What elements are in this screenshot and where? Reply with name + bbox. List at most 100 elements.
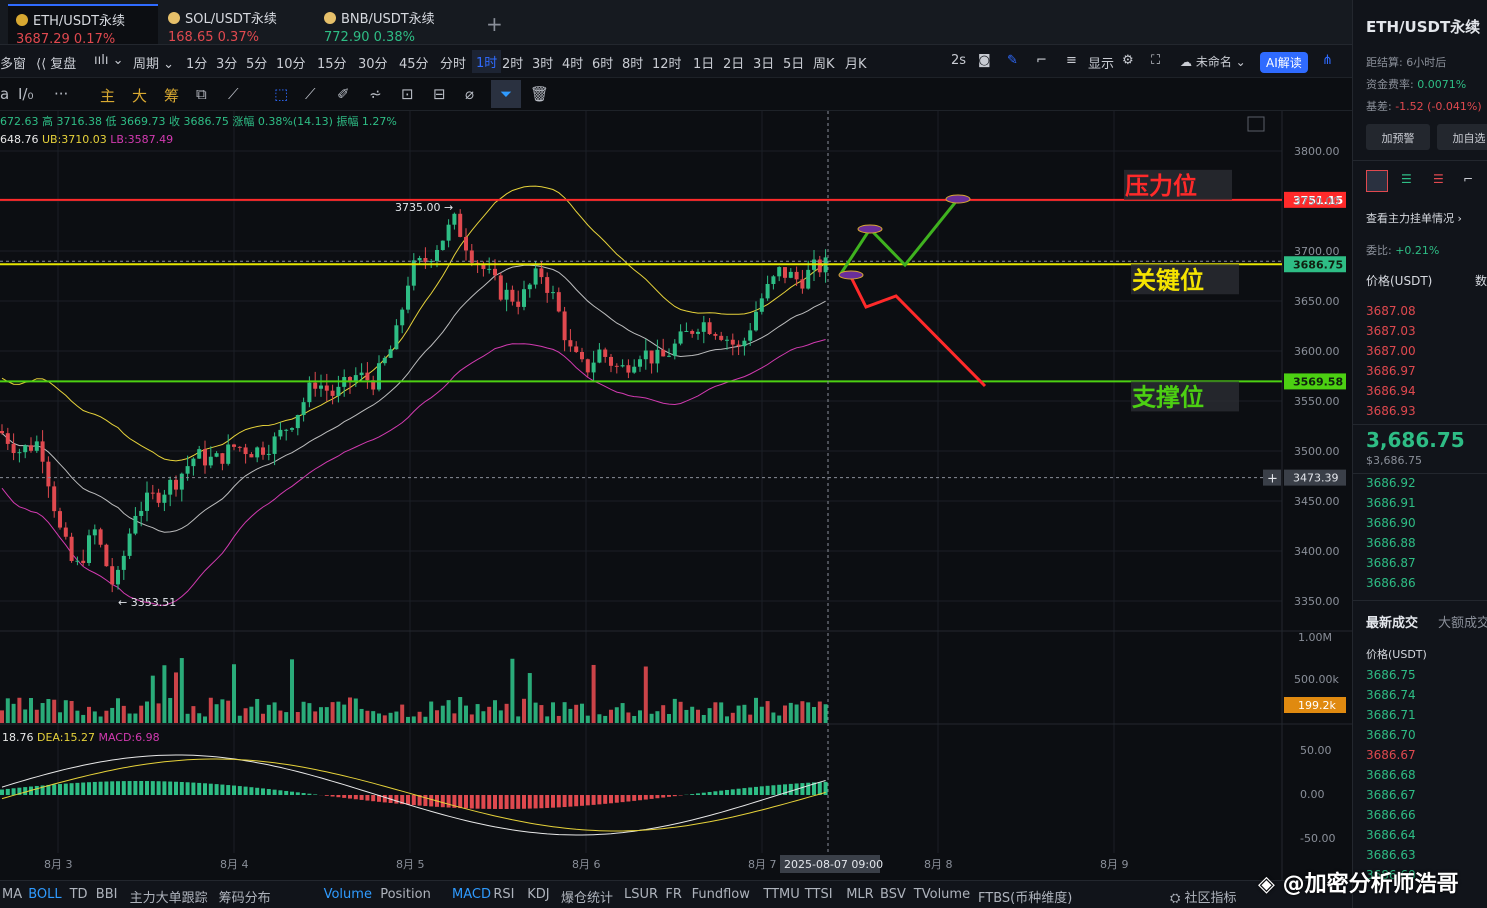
indicator-BOLL[interactable]: BOLL	[28, 887, 62, 902]
more-icon[interactable]: ···	[54, 85, 69, 103]
ai-explain-button[interactable]: AI解读	[1260, 52, 1308, 73]
interval-1日[interactable]: 1日	[693, 57, 715, 72]
interval-10分[interactable]: 10分	[276, 57, 306, 72]
add-watchlist-button[interactable]: 加自选	[1437, 124, 1487, 150]
trade-row[interactable]: 3686.74	[1366, 688, 1416, 702]
bid-row[interactable]: 3686.90	[1366, 516, 1416, 530]
chips-button[interactable]: 筹	[164, 87, 180, 105]
crop-icon[interactable]: ⌐	[1036, 53, 1047, 68]
price-chart[interactable]: 压力位 3751.15 关键位 3686.75 支撑位 3569.58 199.2k 1.0…	[0, 111, 1352, 880]
text-tool-icon[interactable]: a	[0, 85, 10, 103]
interval-15分[interactable]: 15分	[317, 57, 347, 72]
refresh-rate[interactable]: 2s	[951, 53, 967, 68]
trade-row[interactable]: 3686.71	[1366, 708, 1416, 722]
bid-row[interactable]: 3686.86	[1366, 576, 1416, 590]
indicator-LSUR[interactable]: LSUR	[624, 887, 659, 902]
indicator-Volume[interactable]: Volume	[323, 887, 372, 902]
ask-row[interactable]: 3687.03	[1366, 324, 1416, 338]
pen-icon[interactable]: ✎	[1007, 53, 1018, 68]
brush-icon[interactable]: ✐	[337, 85, 350, 103]
orderbook-bids-icon[interactable]: ☰	[1401, 172, 1412, 186]
trade-row[interactable]: 3686.63	[1366, 848, 1416, 862]
trade-row[interactable]: 3686.67	[1366, 748, 1416, 762]
trade-row[interactable]: 3686.67	[1366, 788, 1416, 802]
tab-eth[interactable]: ETH/USDT永续 3687.29 0.17%	[8, 4, 158, 47]
main-orders-link[interactable]: 查看主力挂单情况 ›	[1366, 212, 1462, 225]
interval-5分[interactable]: 5分	[246, 57, 268, 72]
indicator-FR[interactable]: FR	[665, 887, 682, 902]
interval-1时[interactable]: 1时	[472, 50, 502, 73]
interval-月K[interactable]: 月K	[845, 57, 867, 72]
bid-row[interactable]: 3686.87	[1366, 556, 1416, 570]
interval-3分[interactable]: 3分	[216, 57, 238, 72]
indicator-Fundflow[interactable]: Fundflow	[691, 887, 750, 902]
indicator-Position[interactable]: Position	[380, 887, 431, 902]
indicator-MA[interactable]: MA	[2, 887, 23, 902]
indicator-tool-icon[interactable]: I∕₀	[18, 85, 34, 103]
indicator-BSV[interactable]: BSV	[880, 887, 906, 902]
indicator-MACD[interactable]: MACD	[452, 887, 491, 902]
interval-5日[interactable]: 5日	[783, 57, 805, 72]
tab-sol[interactable]: SOL/USDT永续 168.65 0.37%	[160, 4, 310, 45]
layout-select[interactable]: ☁ 未命名 ⌄	[1180, 55, 1246, 69]
display-button[interactable]: 显示	[1088, 57, 1115, 72]
big-order-button[interactable]: 大	[132, 87, 148, 105]
trade-row[interactable]: 3686.70	[1366, 728, 1416, 742]
period-button[interactable]: 周期 ⌄	[133, 57, 175, 72]
settings-gear-icon[interactable]: ⚙	[1122, 53, 1134, 68]
interval-周K[interactable]: 周K	[813, 57, 835, 72]
indicator-TVolume[interactable]: TVolume	[913, 887, 971, 902]
interval-4时[interactable]: 4时	[562, 57, 584, 72]
interval-分时[interactable]: 分时	[440, 57, 467, 72]
orderbook-both-icon[interactable]	[1366, 170, 1388, 192]
filter-icon[interactable]: ⏷	[491, 80, 521, 108]
add-tab-button[interactable]: +	[486, 12, 503, 36]
add-alert-button[interactable]: 加预警	[1366, 124, 1430, 150]
ask-row[interactable]: 3686.97	[1366, 364, 1416, 378]
interval-45分[interactable]: 45分	[399, 57, 429, 72]
interval-6时[interactable]: 6时	[592, 57, 614, 72]
interval-30分[interactable]: 30分	[358, 57, 388, 72]
bid-row[interactable]: 3686.88	[1366, 536, 1416, 550]
interval-3日[interactable]: 3日	[753, 57, 775, 72]
magnet-icon[interactable]: ⌀	[465, 85, 475, 103]
indicator-爆仓统计[interactable]: 爆仓统计	[561, 891, 614, 906]
trade-row[interactable]: 3686.64	[1366, 828, 1416, 842]
replay-button[interactable]: ⟨⟨ 复盘	[36, 53, 76, 72]
indicator-TTMU[interactable]: TTMU	[763, 887, 800, 902]
candle-type-button[interactable]: ıılı ⌄	[94, 53, 123, 68]
interval-12时[interactable]: 12时	[652, 57, 682, 72]
indicator-FTBS(币种维度)[interactable]: FTBS(币种维度)	[978, 891, 1073, 906]
interval-3时[interactable]: 3时	[532, 57, 554, 72]
tab-bnb[interactable]: BNB/USDT永续 772.90 0.38%	[316, 4, 466, 45]
orderbook-settings-icon[interactable]: ⌐	[1463, 172, 1474, 186]
indicator-TD[interactable]: TD	[69, 887, 88, 902]
camera-icon[interactable]: ◙	[978, 53, 991, 68]
list-icon[interactable]: ≡	[1066, 53, 1077, 68]
interval-2日[interactable]: 2日	[723, 57, 745, 72]
indicator-BBI[interactable]: BBI	[95, 887, 118, 902]
orderbook-asks-icon[interactable]: ☰	[1433, 172, 1444, 186]
indicator-主力大单跟踪[interactable]: 主力大单跟踪	[129, 891, 208, 906]
indicator-MLR[interactable]: MLR	[846, 887, 874, 902]
bid-row[interactable]: 3686.92	[1366, 476, 1416, 490]
trade-row[interactable]: 3686.75	[1366, 668, 1416, 682]
big-trades-tab[interactable]: 大额成交	[1438, 616, 1487, 631]
share-icon[interactable]: ⋔	[1322, 53, 1333, 68]
fullscreen-icon[interactable]: ⛶	[1151, 53, 1161, 68]
draw-line-icon[interactable]: ⟋	[228, 85, 239, 103]
indicator-TTSI[interactable]: TTSI	[804, 887, 833, 902]
ask-row[interactable]: 3687.00	[1366, 344, 1416, 358]
ask-row[interactable]: 3686.94	[1366, 384, 1416, 398]
ruler-icon[interactable]: ⟋	[305, 85, 316, 103]
trash-icon[interactable]: 🗑	[530, 85, 550, 103]
ask-row[interactable]: 3686.93	[1366, 404, 1416, 418]
main-force-button[interactable]: 主	[100, 87, 116, 105]
indicator-RSI[interactable]: RSI	[493, 887, 515, 902]
note-icon[interactable]: ⊟	[433, 85, 446, 103]
edit-icon[interactable]: ⧉	[196, 85, 207, 103]
indicator-KDJ[interactable]: KDJ	[527, 887, 550, 902]
trade-row[interactable]: 3686.60	[1366, 868, 1416, 882]
ask-row[interactable]: 3687.08	[1366, 304, 1416, 318]
lock-icon[interactable]: ⊡	[401, 85, 414, 103]
